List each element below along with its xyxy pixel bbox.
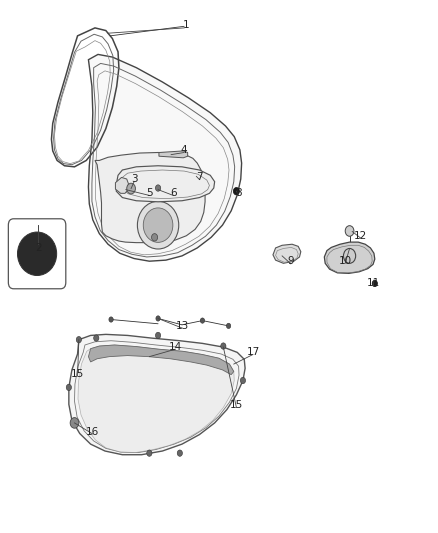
Polygon shape xyxy=(95,152,205,243)
Circle shape xyxy=(240,377,246,384)
Circle shape xyxy=(94,335,99,341)
Circle shape xyxy=(152,233,158,241)
Circle shape xyxy=(345,225,354,236)
Ellipse shape xyxy=(18,232,57,276)
Circle shape xyxy=(109,317,113,322)
Polygon shape xyxy=(88,345,234,375)
Circle shape xyxy=(147,450,152,456)
Circle shape xyxy=(177,450,183,456)
Circle shape xyxy=(343,248,356,263)
Polygon shape xyxy=(116,166,215,202)
Circle shape xyxy=(127,183,135,194)
Text: 10: 10 xyxy=(339,256,352,266)
Polygon shape xyxy=(69,334,245,455)
Polygon shape xyxy=(78,345,234,453)
Text: 17: 17 xyxy=(246,348,260,358)
Polygon shape xyxy=(159,151,187,158)
Text: 12: 12 xyxy=(354,231,367,241)
Text: 7: 7 xyxy=(196,172,203,182)
Polygon shape xyxy=(116,177,128,193)
Text: 13: 13 xyxy=(175,321,189,331)
Circle shape xyxy=(226,323,231,328)
Circle shape xyxy=(70,418,79,428)
Text: 15: 15 xyxy=(71,369,84,378)
Text: 8: 8 xyxy=(235,188,242,198)
Circle shape xyxy=(156,316,160,321)
Text: 4: 4 xyxy=(181,145,187,155)
Circle shape xyxy=(372,280,378,287)
Text: 2: 2 xyxy=(35,243,42,253)
Circle shape xyxy=(233,188,240,195)
Text: 1: 1 xyxy=(183,20,190,30)
Text: 11: 11 xyxy=(367,278,380,288)
Text: 14: 14 xyxy=(169,342,182,352)
Circle shape xyxy=(66,384,71,391)
Circle shape xyxy=(76,336,81,343)
Text: 5: 5 xyxy=(146,188,153,198)
Text: 6: 6 xyxy=(170,188,177,198)
Ellipse shape xyxy=(138,201,179,249)
Text: 9: 9 xyxy=(287,256,294,266)
Text: 3: 3 xyxy=(131,174,138,184)
Text: 16: 16 xyxy=(86,427,99,437)
Circle shape xyxy=(155,185,161,191)
Circle shape xyxy=(155,332,161,338)
Text: 15: 15 xyxy=(230,400,243,410)
Circle shape xyxy=(200,318,205,323)
Polygon shape xyxy=(324,242,375,273)
Circle shape xyxy=(221,343,226,349)
Ellipse shape xyxy=(143,208,173,243)
Polygon shape xyxy=(88,54,242,261)
Polygon shape xyxy=(273,244,301,263)
